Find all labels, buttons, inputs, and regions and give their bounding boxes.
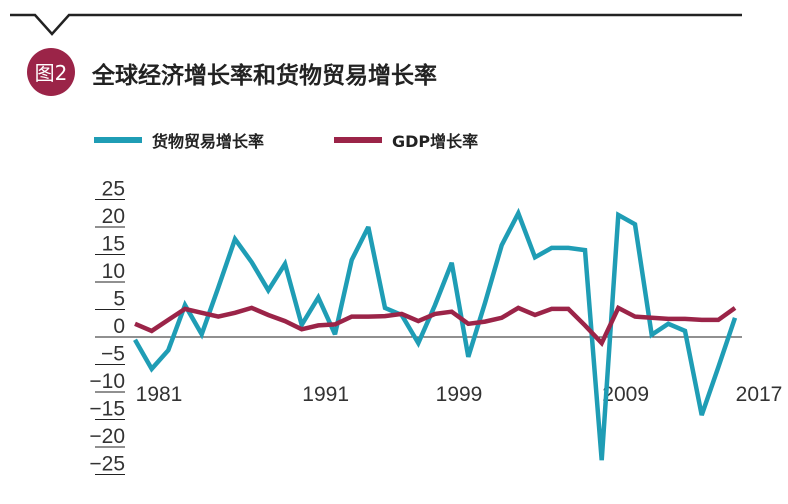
legend-swatch-trade [94, 137, 142, 143]
x-tick-label: 2009 [602, 383, 649, 406]
x-axis: 1981 1991 1999 2009 2017 [136, 383, 783, 406]
chart-title: 全球经济增长率和货物贸易增长率 [91, 62, 437, 89]
figure-badge [27, 48, 75, 96]
x-tick-label: 1999 [436, 383, 483, 406]
y-tick-label: 25 [102, 178, 125, 201]
y-tick-label: −10 [89, 370, 125, 393]
legend: 货物贸易增长率 GDP增长率 [94, 132, 478, 151]
y-tick-label: −5 [101, 343, 125, 366]
legend-swatch-gdp [334, 137, 382, 143]
y-tick-label: 10 [102, 260, 125, 283]
y-tick-label: 20 [102, 205, 125, 228]
y-axis: 25 20 15 10 5 0 −5 −10 −15 −20 −25 [89, 178, 130, 476]
x-tick-label: 1981 [136, 383, 183, 406]
header-rule [10, 13, 742, 36]
x-tick-label: 1991 [302, 383, 349, 406]
y-tick-label: 15 [102, 233, 125, 256]
legend-label-gdp: GDP增长率 [392, 132, 478, 151]
y-tick-label: 5 [113, 288, 125, 311]
y-tick-label: 0 [113, 315, 125, 338]
series-group [133, 207, 738, 461]
legend-label-trade: 货物贸易增长率 [152, 132, 264, 151]
figure-badge-label: 图2 [35, 61, 68, 85]
y-tick-label: −15 [89, 398, 125, 421]
y-tick-label: −20 [89, 425, 125, 448]
y-tick-label: −25 [89, 453, 125, 476]
x-tick-label: 2017 [736, 383, 783, 406]
series-line-gdp [134, 304, 737, 348]
